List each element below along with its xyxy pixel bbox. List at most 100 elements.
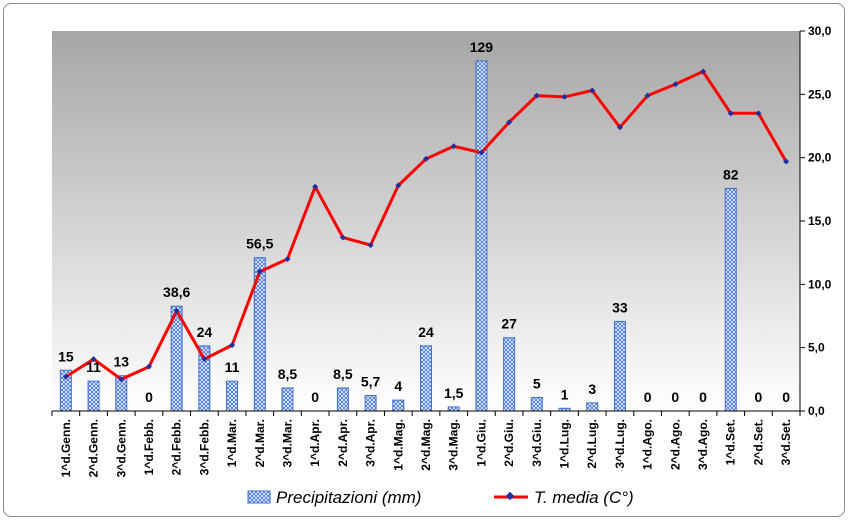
line-point [339,234,346,241]
bar-data-label: 129 [470,39,494,55]
bar [447,406,460,412]
bar [724,187,737,412]
bar [336,387,349,412]
x-tick-label: 3^d.Set. [779,419,793,465]
x-tick-label: 2^d.Febb. [170,419,184,475]
bar-data-label: 5 [533,375,541,391]
line-point [229,342,236,349]
line-point [256,268,263,275]
bar-data-label: 0 [699,389,707,405]
x-tick-label: 1^d.Mar. [225,419,239,467]
bar-data-label: 38,6 [163,284,190,300]
line-point [589,87,596,94]
bar [87,380,100,412]
x-tick-label: 3^d.Mag. [447,419,461,471]
legend-line-marker [505,491,515,501]
x-tick-label: 1^d.Mag. [391,419,405,471]
x-tick-label: 1^d.Giu. [474,419,488,467]
x-tick-label: 2^d.Genn. [87,419,101,477]
x-tick-label: 2^d.Ago. [668,419,682,470]
bar-data-label: 0 [755,389,763,405]
bar [613,320,626,412]
bar [586,402,599,412]
legend: Precipitazioni (mm) T. media (C°) [247,488,634,507]
x-tick-label: 1^d.Lug. [558,419,572,469]
x-tick-label: 1^d.Ago. [641,419,655,470]
line-point [118,376,125,383]
bar-data-label: 13 [113,354,129,370]
y-tick-label: 30,0 [808,24,832,38]
bar-data-label: 0 [671,389,679,405]
line-point [450,143,457,150]
x-tick-label: 3^d.Ago. [696,419,710,470]
line-point [616,124,623,131]
bar-data-label: 0 [145,389,153,405]
y-tick-label: 5,0 [808,341,825,355]
x-tick-label: 2^d.Apr. [336,419,350,467]
line-point [533,92,540,99]
bar-data-label: 3 [588,381,596,397]
bar-data-label: 0 [311,389,319,405]
line-point [173,307,180,314]
bar-data-label: 82 [723,166,739,182]
bar-data-label: 5,7 [361,374,381,390]
x-tick-label: 2^d.Mar. [253,419,267,467]
x-tick-label: 3^d.Giu. [530,419,544,467]
bar [392,399,405,412]
line-point [700,68,707,75]
x-tick-label: 2^d.Giu. [502,419,516,467]
bar-data-label: 11 [86,359,101,375]
x-tick-label: 1^d.Apr. [308,419,322,467]
legend-line-label: T. media (C°) [534,488,634,507]
line-point [506,119,513,126]
line-point [727,110,734,117]
bar-data-label: 8,5 [333,366,353,382]
line-point [395,182,402,189]
bar [475,60,488,412]
bar-data-label: 11 [225,359,240,375]
bar-data-label: 1 [561,386,569,402]
y-tick-label: 0,0 [808,404,825,418]
y-tick-label: 25,0 [808,87,832,101]
line-point [478,149,485,156]
bar-data-label: 0 [644,389,652,405]
x-tick-label: 1^d.Genn. [59,419,73,477]
line-point [62,373,69,380]
bar-data-label: 4 [394,378,402,394]
bar-data-label: 1,5 [444,385,464,401]
x-tick-label: 1^d.Febb. [142,419,156,475]
bar-data-label: 24 [418,324,434,340]
bar-data-label: 0 [782,389,790,405]
line-point [312,183,319,190]
line-series [62,68,790,383]
bar [420,345,432,412]
x-tick-label: 3^d.Mar. [280,419,294,467]
x-tick-label: 3^d.Apr. [364,419,378,467]
line-point [201,356,208,363]
bar [503,337,516,412]
line-point [755,110,762,117]
bar-data-label: 24 [197,324,213,340]
bar [364,395,377,412]
x-tick-label: 2^d.Lug. [585,419,599,469]
bar-data-label: 15 [58,348,74,364]
legend-bar-label: Precipitazioni (mm) [276,488,421,507]
y-tick-label: 10,0 [808,277,832,291]
legend-bar-swatch [247,490,271,504]
bar-data-label: 27 [501,316,517,332]
line-point [90,356,97,363]
line-point [284,256,291,262]
line-point [145,363,152,370]
bar [281,387,294,412]
y-tick-label: 15,0 [808,214,832,228]
x-tick-label: 3^d.Genn. [114,419,128,477]
line-point [561,93,568,100]
line-point [783,158,790,165]
line-point [644,92,651,99]
line-point [423,155,429,162]
bar-data-label: 8,5 [278,366,298,382]
bar [530,396,543,412]
x-tick-label: 3^d.Febb. [197,419,211,475]
